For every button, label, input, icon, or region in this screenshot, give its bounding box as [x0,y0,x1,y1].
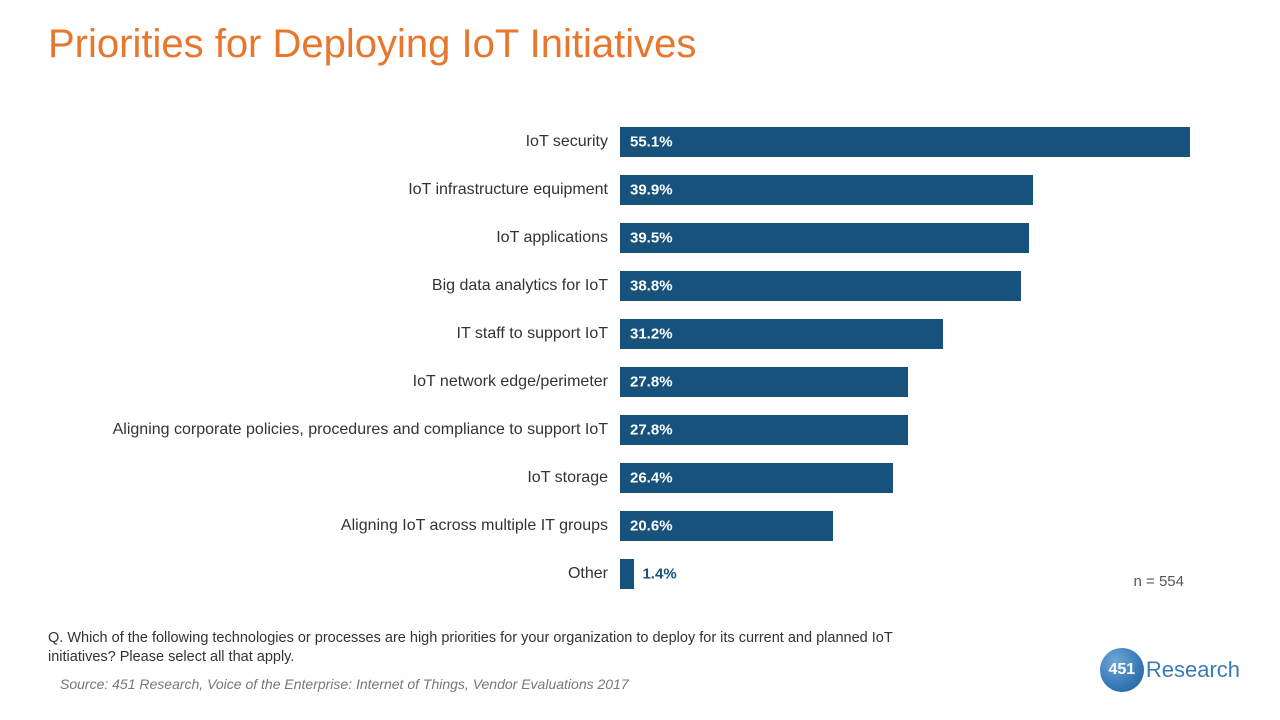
bar-track: 39.5% [620,223,1190,253]
bar-label: Aligning corporate policies, procedures … [90,421,620,439]
bar-label: IoT applications [90,229,620,247]
source-citation: Source: 451 Research, Voice of the Enter… [48,676,948,692]
bar-fill [620,559,634,589]
bar-row: IoT security 55.1% [90,118,1190,166]
bar-row: Other 1.4% [90,550,1190,598]
bar-value: 20.6% [630,518,673,535]
bar-track: 38.8% [620,271,1190,301]
slide-title: Priorities for Deploying IoT Initiatives [48,22,696,67]
bar-label: Aligning IoT across multiple IT groups [90,517,620,535]
brand-logo: 451 Research [1100,648,1240,692]
bar-track: 27.8% [620,367,1190,397]
bar-value: 1.4% [642,566,676,583]
bar-track: 39.9% [620,175,1190,205]
bar-fill [620,175,1033,205]
bar-row: IT staff to support IoT 31.2% [90,310,1190,358]
bar-track: 31.2% [620,319,1190,349]
bar-track: 26.4% [620,463,1190,493]
bar-label: Big data analytics for IoT [90,277,620,295]
bar-fill [620,127,1190,157]
bar-row: IoT network edge/perimeter 27.8% [90,358,1190,406]
bar-label: IT staff to support IoT [90,325,620,343]
bar-row: IoT applications 39.5% [90,214,1190,262]
bar-value: 27.8% [630,422,673,439]
bar-value: 27.8% [630,374,673,391]
bar-value: 31.2% [630,326,673,343]
bar-label: IoT security [90,133,620,151]
bar-label: IoT network edge/perimeter [90,373,620,391]
bar-row: Aligning corporate policies, procedures … [90,406,1190,454]
bar-fill [620,271,1021,301]
bar-row: IoT infrastructure equipment 39.9% [90,166,1190,214]
bar-fill [620,223,1029,253]
bar-label: Other [90,565,620,583]
logo-text: Research [1146,657,1240,683]
bar-label: IoT infrastructure equipment [90,181,620,199]
sample-size-text: n = 554 [1134,573,1184,590]
bar-value: 55.1% [630,134,673,151]
bar-track: 1.4% [620,559,1190,589]
bar-track: 55.1% [620,127,1190,157]
bar-track: 27.8% [620,415,1190,445]
survey-question: Q. Which of the following technologies o… [48,629,948,668]
logo-circle: 451 [1100,648,1144,692]
bar-row: IoT storage 26.4% [90,454,1190,502]
bar-chart: IoT security 55.1% IoT infrastructure equi… [90,118,1190,598]
bar-row: Big data analytics for IoT 38.8% [90,262,1190,310]
bar-value: 39.9% [630,182,673,199]
footer: Q. Which of the following technologies o… [48,629,948,692]
bar-track: 20.6% [620,511,1190,541]
bar-value: 26.4% [630,470,673,487]
bar-value: 39.5% [630,230,673,247]
bar-value: 38.8% [630,278,673,295]
bar-row: Aligning IoT across multiple IT groups 20… [90,502,1190,550]
bar-label: IoT storage [90,469,620,487]
